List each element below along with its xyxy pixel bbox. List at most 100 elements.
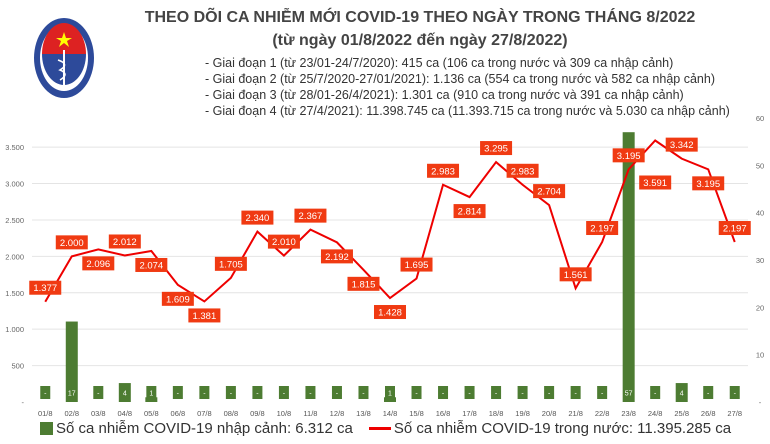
bar-data-label: - [203,391,206,398]
left-tick-label: 3.500 [5,143,24,152]
line-data-label: 3.295 [484,144,508,155]
left-tick-label: 1.000 [5,325,24,334]
bar-data-label: - [601,391,604,398]
line-data-label-box [347,276,380,291]
bar-data-label-box [411,386,422,399]
left-tick-label: 2.500 [5,216,24,225]
line-data-label: 2.000 [60,238,84,249]
bar [622,132,635,402]
line-data-label: 1.695 [405,260,429,271]
x-tick-label: 01/8 [38,409,53,418]
line-data-label: 3.195 [696,179,720,190]
bar [384,397,396,402]
bar-data-label: - [256,391,259,398]
line-data-label-box [427,163,460,178]
bar-data-label-box [278,386,289,399]
bar-data-label: 1 [388,391,392,398]
bar-data-label-box [491,386,502,399]
phase-note: - Giai đoạn 3 (từ 28/01-26/4/2021): 1.30… [205,88,684,102]
right-tick-label: 20 [756,303,764,312]
line-data-label-box [586,221,619,236]
line-data-label: 1.609 [166,294,190,305]
right-tick-label: 60 [756,114,764,123]
legend-label-imported: Số ca nhiễm COVID-19 nhập cảnh: 6.312 ca [56,420,353,437]
left-tick-label: 3.000 [5,180,24,189]
bar [65,321,78,402]
x-tick-label: 27/8 [727,409,742,418]
line-data-label-box [241,210,274,225]
line-data-label-box [400,257,433,272]
bar-data-label: - [442,391,445,398]
bar-data-label: - [44,391,47,398]
bar-data-label-box [650,386,661,399]
line-data-label-box [135,257,168,272]
line-data-label: 2.197 [723,224,747,235]
line-data-label: 1.705 [219,259,243,270]
x-tick-label: 14/8 [383,409,398,418]
line-data-label-box [480,141,513,156]
x-tick-label: 24/8 [648,409,663,418]
line-data-label: 3.342 [670,140,694,151]
line-data-label-box [533,184,566,199]
line-data-label-box [188,308,221,323]
x-tick-label: 17/8 [462,409,477,418]
line-data-label-box [29,280,62,295]
bar-data-label-box [66,386,77,399]
line-data-label-box [506,163,539,178]
x-tick-label: 22/8 [595,409,610,418]
bar-data-label: - [734,391,737,398]
bar-data-label: - [336,391,339,398]
x-tick-label: 09/8 [250,409,265,418]
line-data-label: 2.704 [537,187,561,198]
x-tick-label: 06/8 [171,409,186,418]
bar-data-label-box [464,386,475,399]
bar-data-label: - [415,391,418,398]
line-data-label-box [320,249,353,264]
bar-data-label: - [97,391,100,398]
bar-data-label-box [676,386,687,399]
left-tick-label: 500 [11,362,24,371]
line-data-label: 1.381 [192,311,216,322]
line-data-label-box [214,256,247,271]
bar-data-label-box [331,386,342,399]
phase-notes: - Giai đoạn 1 (từ 23/01-24/7/2020): 415 … [205,55,730,119]
bar-data-label: - [362,391,365,398]
legend-item-domestic: Số ca nhiễm COVID-19 trong nước: 11.395.… [368,420,731,437]
x-tick-label: 02/8 [64,409,79,418]
bar-data-label-box [438,386,449,399]
line-data-label-box [639,175,672,190]
right-tick-label: 30 [756,256,764,265]
line-data-label: 2.983 [511,166,535,177]
chart-subtitle: (từ ngày 01/8/2022 đến ngày 27/8/2022) [272,32,568,49]
phase-note: - Giai đoạn 4 (từ 27/4/2021): 11.398.745… [205,104,730,118]
line-data-label: 1.561 [564,270,588,281]
x-tick-label: 10/8 [277,409,292,418]
right-tick-label: 50 [756,161,764,170]
chart-title: THEO DÕI CA NHIỄM MỚI COVID-19 THEO NGÀY… [144,9,696,26]
line-data-label: 2.010 [272,237,296,248]
x-tick-label: 05/8 [144,409,159,418]
line-data-label: 2.367 [299,211,323,222]
right-tick-label: 10 [756,351,764,360]
line-data-label: 2.814 [458,207,482,218]
bar-data-label-box [517,386,528,399]
phase-note: - Giai đoạn 2 (từ 25/7/2020-27/01/2021):… [205,72,715,86]
line-data-label-box [692,176,725,191]
line-data-label: 2.074 [139,260,163,271]
bar-data-label: - [574,391,577,398]
x-tick-label: 26/8 [701,409,716,418]
ministry-of-health-logo [30,12,98,102]
left-tick-label: 2.000 [5,252,24,261]
bar-data-label: - [283,391,286,398]
line-data-label: 2.012 [113,237,137,248]
bar-data-label-box [358,386,369,399]
x-tick-label: 25/8 [674,409,689,418]
bar-data-label: - [548,391,551,398]
line-data-label-box [267,234,300,249]
legend: Số ca nhiễm COVID-19 nhập cảnh: 6.312 ca… [40,420,731,437]
bar-data-label-box [305,386,316,399]
line-data-label: 2.192 [325,252,349,263]
x-tick-label: 03/8 [91,409,106,418]
line-data-label: 1.428 [378,308,402,319]
bar-data-label: 57 [625,391,633,398]
